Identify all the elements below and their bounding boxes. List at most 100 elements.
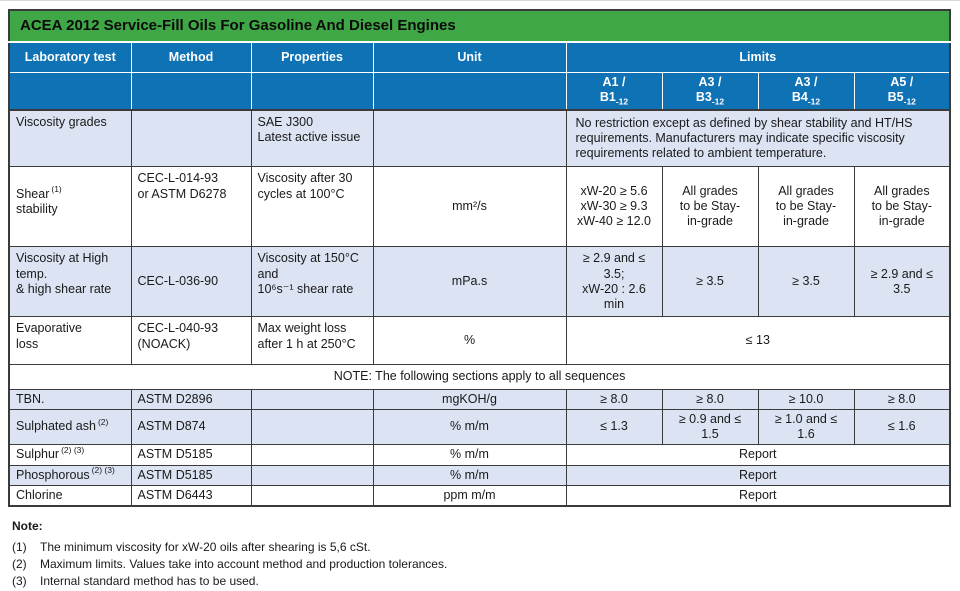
chlorine-properties — [250, 484, 374, 507]
hths-properties: Viscosity at 150°C and 10⁶s⁻¹ shear rate — [250, 246, 374, 318]
sulphated-ash-limit-a3b4: ≥ 1.0 and ≤ 1.6 — [757, 408, 855, 446]
header-spacer-2 — [130, 71, 252, 111]
row-sulphur: Sulphur (2) (3) ASTM D5185 % m/m Report — [8, 444, 951, 466]
sulphated-ash-method: ASTM D874 — [130, 408, 252, 446]
shear-stability-test-name: Shear — [16, 186, 50, 201]
header-row-2: A1 / B1-12 A3 / B3-12 A3 / B4-12 A5 / B5… — [8, 71, 951, 111]
a1-b1-line2: B1-12 — [599, 89, 629, 107]
col-header-unit: Unit — [372, 41, 567, 73]
note-banner-text: NOTE: The following sections apply to al… — [8, 364, 951, 390]
sulphur-method: ASTM D5185 — [130, 444, 252, 466]
col-header-laboratory-test: Laboratory test — [8, 41, 132, 73]
a3-b4-line2: B4-12 — [791, 89, 821, 107]
row-shear-stability: Shear (1) stability CEC-L-014-93 or ASTM … — [8, 166, 951, 248]
shear-stability-method: CEC-L-014-93 or ASTM D6278 — [130, 166, 252, 248]
footnote-3-marker: (3) — [12, 574, 27, 589]
footnotes-heading: Note: — [12, 519, 43, 534]
footnote-2-marker: (2) — [12, 556, 27, 571]
shear-stability-properties: Viscosity after 30 cycles at 100°C — [250, 166, 374, 248]
row-phosphorous: Phosphorous (2) (3) ASTM D5185 % m/m Repo… — [8, 464, 951, 486]
sulphated-ash-unit: % m/m — [372, 408, 567, 446]
viscosity-grades-limits: No restriction except as defined by shea… — [565, 108, 951, 168]
sulphated-ash-limit-a3b3: ≥ 0.9 and ≤ 1.5 — [661, 408, 759, 446]
shear-stability-limit-a3b3: All grades to be Stay- in-grade — [661, 166, 759, 248]
a3-b4-line1: A3 / — [794, 74, 818, 89]
title-row: ACEA 2012 Service-Fill Oils For Gasoline… — [9, 10, 951, 43]
a3-b3-line1: A3 / — [698, 74, 722, 89]
evaporative-loss-method: CEC-L-040-93 (NOACK) — [130, 316, 252, 366]
hths-limit-a3b4: ≥ 3.5 — [757, 246, 855, 318]
footnote-1-marker: (1) — [12, 539, 27, 554]
a5-b5-line1: A5 / — [890, 74, 914, 89]
viscosity-grades-properties: SAE J300 Latest active issue — [250, 108, 374, 168]
chlorine-method: ASTM D6443 — [130, 484, 252, 507]
sulphated-ash-test: Sulphated ash (2) — [8, 408, 132, 446]
chlorine-unit: ppm m/m — [372, 484, 567, 507]
header-row-1: Laboratory test Method Properties Unit L… — [8, 41, 951, 73]
sulphur-unit: % m/m — [372, 444, 567, 466]
sulphur-properties — [250, 444, 374, 466]
sulphur-test: Sulphur (2) (3) — [8, 444, 132, 466]
phosphorous-properties — [250, 464, 374, 486]
sulphur-limits: Report — [565, 444, 951, 466]
tbn-limit-a5b5: ≥ 8.0 — [853, 388, 951, 410]
phosphorous-method: ASTM D5185 — [130, 464, 252, 486]
a5-b5-line2: B5-12 — [887, 89, 916, 107]
row-viscosity-grades: Viscosity grades SAE J300 Latest active … — [8, 108, 951, 168]
row-sulphated-ash: Sulphated ash (2) ASTM D874 % m/m ≤ 1.3 ≥… — [8, 408, 951, 446]
a3-b3-line2: B3-12 — [695, 89, 725, 107]
sulphated-ash-properties — [250, 408, 374, 446]
shear-stability-unit: mm²/s — [372, 166, 567, 248]
hths-limit-a3b3: ≥ 3.5 — [661, 246, 759, 318]
chlorine-limits: Report — [565, 484, 951, 507]
hths-method: CEC-L-036-90 — [130, 246, 252, 318]
header-spacer-3 — [250, 71, 374, 111]
phosphorous-unit: % m/m — [372, 464, 567, 486]
row-chlorine: Chlorine ASTM D6443 ppm m/m Report — [8, 484, 951, 507]
footnote-3-text: Internal standard method has to be used. — [40, 574, 259, 589]
shear-stability-test-line2: stability — [16, 201, 58, 216]
row-tbn: TBN. ASTM D2896 mgKOH/g ≥ 8.0 ≥ 8.0 ≥ 10… — [8, 388, 951, 410]
shear-stability-test: Shear (1) stability — [8, 166, 132, 248]
sulphated-ash-limit-a5b5: ≤ 1.6 — [853, 408, 951, 446]
tbn-limit-a3b4: ≥ 10.0 — [757, 388, 855, 410]
table-title: ACEA 2012 Service-Fill Oils For Gasoline… — [9, 10, 951, 43]
col-header-a3-b3: A3 / B3-12 — [661, 71, 759, 111]
evaporative-loss-limits: ≤ 13 — [565, 316, 951, 366]
sulphated-ash-limit-a1b1: ≤ 1.3 — [565, 408, 663, 446]
viscosity-grades-unit — [372, 108, 567, 168]
header-spacer-4 — [372, 71, 567, 111]
hths-limit-a5b5: ≥ 2.9 and ≤ 3.5 — [853, 246, 951, 318]
tbn-test: TBN. — [8, 388, 132, 410]
tbn-unit: mgKOH/g — [372, 388, 567, 410]
hths-test: Viscosity at High temp. & high shear rat… — [8, 246, 132, 318]
acea-specification-table: ACEA 2012 Service-Fill Oils For Gasoline… — [8, 9, 952, 508]
shear-stability-limit-a3b4: All grades to be Stay- in-grade — [757, 166, 855, 248]
phosphorous-test: Phosphorous (2) (3) — [8, 464, 132, 486]
footnote-1-text: The minimum viscosity for xW-20 oils aft… — [40, 539, 371, 554]
shear-stability-limit-a1b1: xW-20 ≥ 5.6 xW-30 ≥ 9.3 xW-40 ≥ 12.0 — [565, 166, 663, 248]
footnote-3: (3) Internal standard method has to be u… — [12, 573, 960, 590]
evaporative-loss-test: Evaporative loss — [8, 316, 132, 366]
tbn-limit-a1b1: ≥ 8.0 — [565, 388, 663, 410]
hths-unit: mPa.s — [372, 246, 567, 318]
chlorine-test: Chlorine — [8, 484, 132, 507]
evaporative-loss-unit: % — [372, 316, 567, 366]
col-header-a5-b5: A5 / B5-12 — [853, 71, 951, 111]
footnote-2-text: Maximum limits. Values take into account… — [40, 556, 448, 571]
footnote-2: (2) Maximum limits. Values take into acc… — [12, 556, 960, 573]
footnotes: Note: (1) The minimum viscosity for xW-2… — [0, 507, 960, 591]
viscosity-grades-method — [130, 108, 252, 168]
tbn-limit-a3b3: ≥ 8.0 — [661, 388, 759, 410]
a1-b1-line1: A1 / — [602, 74, 626, 89]
col-header-a3-b4: A3 / B4-12 — [757, 71, 855, 111]
footnote-ref-1: (1) — [51, 184, 62, 195]
col-header-method: Method — [130, 41, 252, 73]
row-hths-viscosity: Viscosity at High temp. & high shear rat… — [8, 246, 951, 318]
table-wrapper: ACEA 2012 Service-Fill Oils For Gasoline… — [0, 1, 960, 508]
viscosity-grades-test: Viscosity grades — [8, 108, 132, 168]
col-header-properties: Properties — [250, 41, 374, 73]
col-header-limits: Limits — [565, 41, 951, 73]
row-note-banner: NOTE: The following sections apply to al… — [8, 364, 951, 390]
